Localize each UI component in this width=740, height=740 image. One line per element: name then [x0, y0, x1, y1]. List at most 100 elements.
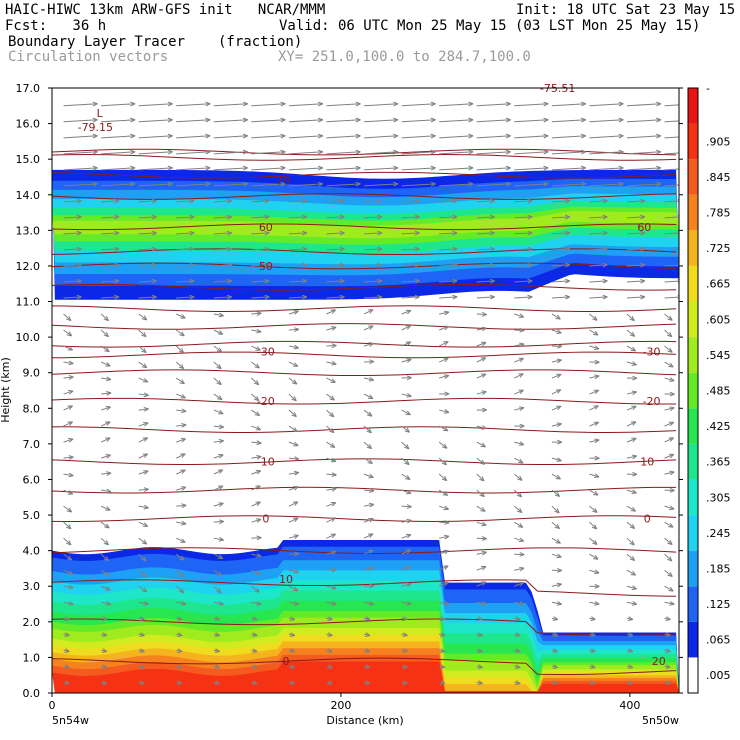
contour-line — [52, 579, 677, 597]
vector-head — [667, 332, 673, 338]
vector-head — [114, 198, 120, 204]
vector-head — [443, 565, 449, 570]
vector-head — [317, 181, 324, 187]
vector-head — [68, 455, 74, 460]
vector-head — [402, 680, 408, 685]
vector-head — [667, 539, 673, 546]
vector-head — [331, 585, 337, 590]
vector-head — [414, 246, 420, 252]
vector-head — [477, 680, 483, 685]
vector-arrow — [213, 200, 232, 203]
vector-head — [143, 422, 149, 427]
vector-head — [602, 230, 608, 236]
vector-arrow — [213, 167, 248, 171]
vector-arrow — [589, 405, 599, 411]
vector-head — [580, 165, 587, 171]
vector-head — [527, 214, 533, 220]
vector-head — [393, 149, 399, 155]
vector-arrow — [664, 569, 673, 577]
vector-head — [444, 520, 450, 525]
extreme-label: -79.15 — [78, 121, 113, 134]
vector-arrow — [326, 487, 337, 491]
vector-arrow — [438, 457, 447, 466]
vector-head — [205, 149, 211, 155]
vector-arrow — [138, 453, 148, 459]
vector-arrow — [664, 248, 679, 251]
vector-arrow — [364, 119, 399, 123]
vector-arrow — [213, 553, 224, 559]
colorbar-label: .305 — [706, 491, 731, 504]
vector-head — [627, 680, 634, 685]
vector-head — [151, 246, 157, 252]
vector-arrow — [626, 119, 661, 123]
vector-head — [557, 439, 563, 445]
vector-arrow — [101, 264, 120, 267]
contour-line — [52, 657, 677, 675]
vector-head — [180, 393, 186, 399]
vector-arrow — [401, 119, 436, 123]
vector-head — [103, 556, 110, 562]
vector-arrow — [664, 216, 679, 219]
vector-head — [367, 459, 373, 465]
vector-head — [668, 437, 674, 442]
vector-head — [181, 520, 187, 526]
y-tick-label: 2.0 — [23, 616, 41, 629]
vector-arrow — [626, 313, 635, 322]
vector-head — [414, 214, 420, 220]
vector-arrow — [589, 183, 624, 187]
vector-arrow — [476, 264, 495, 267]
vector-head — [368, 502, 375, 508]
vector-arrow — [101, 151, 136, 155]
contour-label: 60 — [637, 221, 651, 234]
vector-head — [602, 262, 608, 268]
vector-arrow — [326, 441, 336, 448]
vector-head — [594, 473, 600, 478]
vector-arrow — [364, 264, 383, 267]
vector-arrow — [175, 585, 185, 594]
vector-arrow — [589, 521, 598, 530]
vector-head — [104, 347, 110, 353]
vector-arrow — [101, 216, 120, 219]
vector-head — [477, 616, 483, 621]
vector-head — [66, 555, 73, 561]
vector-head — [264, 278, 270, 284]
vector-head — [627, 664, 634, 669]
vector-head — [216, 379, 222, 386]
vector-head — [477, 664, 483, 669]
vector-head — [402, 648, 408, 653]
vector-head — [406, 601, 412, 606]
contour-line — [52, 262, 677, 270]
vector-arrow — [288, 151, 323, 155]
vector-arrow — [664, 104, 679, 107]
vector-head — [264, 230, 270, 236]
vector-arrow — [138, 167, 173, 171]
vector-head — [114, 278, 120, 284]
vector-arrow — [476, 489, 485, 497]
vector-head — [167, 133, 173, 139]
vector-head — [669, 505, 675, 511]
vector-arrow — [101, 377, 112, 380]
vector-head — [66, 524, 72, 530]
vector-arrow — [288, 517, 299, 523]
vector-head — [665, 680, 671, 685]
vector-arrow — [551, 248, 570, 251]
vector-head — [106, 471, 112, 476]
vector-arrow — [63, 505, 72, 513]
vector-head — [618, 101, 624, 107]
vector-arrow — [288, 441, 299, 447]
vector-arrow — [514, 441, 525, 446]
vector-head — [255, 346, 261, 351]
vector-head — [102, 616, 108, 621]
vector-head — [66, 331, 73, 337]
vector-head — [489, 294, 495, 300]
vector-head — [218, 424, 224, 430]
vector-arrow — [626, 296, 645, 299]
vector-head — [665, 664, 671, 669]
vector-head — [505, 181, 511, 187]
plot-frame — [51, 87, 680, 694]
vector-arrow — [288, 486, 299, 491]
vector-head — [414, 278, 420, 284]
vector-head — [489, 262, 495, 268]
vector-head — [518, 389, 524, 395]
vector-head — [242, 181, 248, 187]
